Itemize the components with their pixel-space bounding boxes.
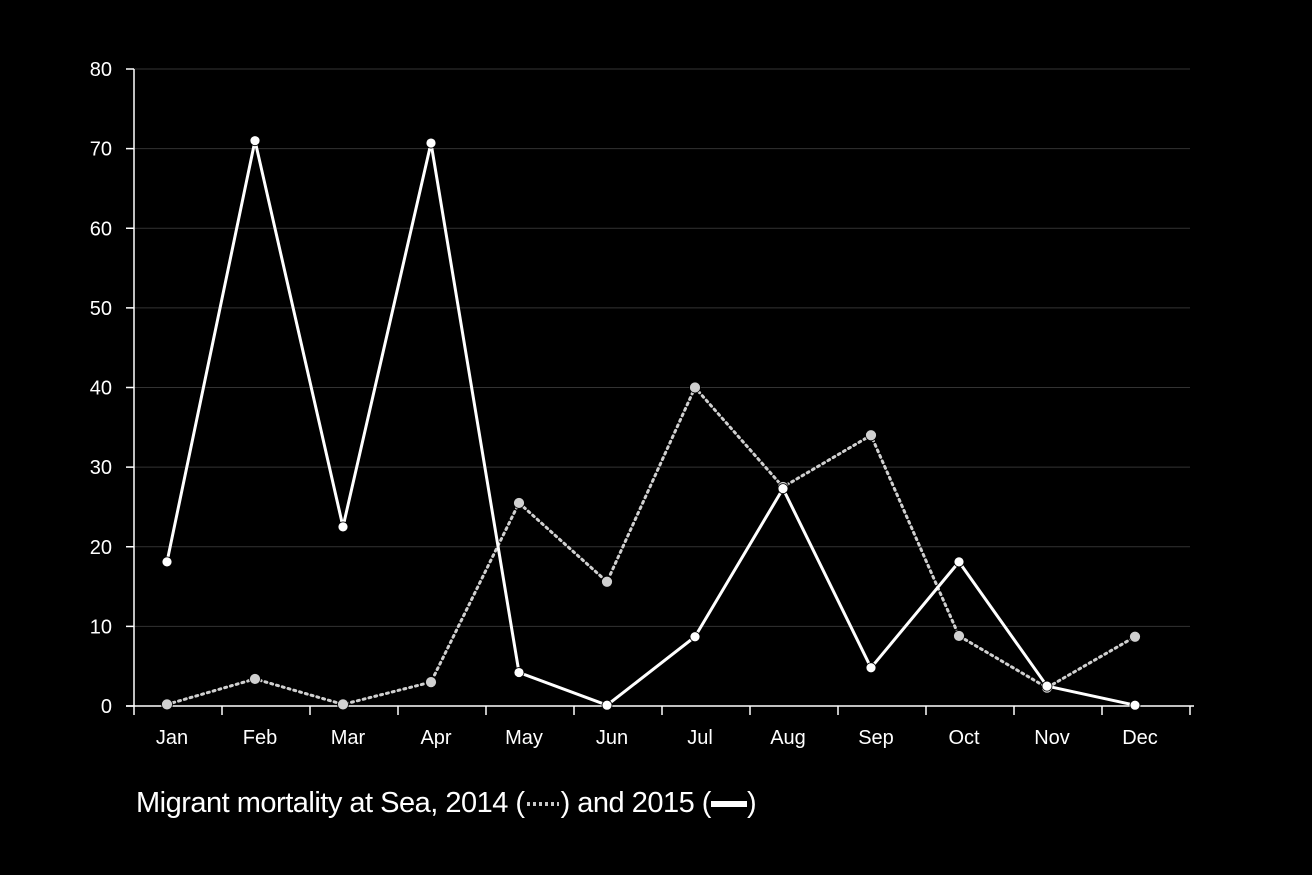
y-tick-label: 60	[90, 218, 112, 240]
data-point-2014	[425, 676, 437, 689]
data-point-2015	[601, 699, 613, 711]
series-2015	[161, 135, 1141, 711]
caption-prefix: Migrant mortality at Sea, 2014 (	[136, 787, 525, 819]
y-tick-label: 10	[90, 616, 112, 638]
tick-labels: 0 10 20 30 40 50 60 70 80 Jan Feb Mar Apr May Jun Jul Au…	[90, 59, 1158, 749]
data-point-2015	[1041, 680, 1053, 692]
data-point-2014	[337, 698, 349, 711]
x-tick-label: Jul	[687, 727, 713, 749]
data-point-2015	[513, 667, 525, 678]
y-tick-label: 30	[90, 457, 112, 479]
x-tick-label: Mar	[331, 727, 366, 749]
x-tick-label: Apr	[420, 727, 451, 749]
y-tick-label: 80	[90, 59, 112, 81]
caption-suffix: )	[746, 787, 757, 819]
x-tick-label: Sep	[858, 727, 894, 749]
data-point-2014	[513, 497, 525, 509]
x-tick-label: May	[505, 727, 543, 749]
data-point-2015	[249, 135, 261, 147]
data-point-2015	[161, 556, 173, 568]
caption-middle: ) and 2015 (	[560, 787, 712, 819]
data-point-2014	[953, 630, 965, 642]
data-point-2015	[865, 662, 877, 674]
x-tick-label: Aug	[770, 727, 806, 749]
legend-swatch-2014	[526, 801, 559, 806]
x-tick-label: Oct	[948, 727, 980, 749]
data-point-2015	[777, 483, 789, 495]
data-point-2014	[865, 429, 877, 442]
series-line-2014	[165, 384, 1137, 706]
chart-caption: Migrant mortality at Sea, 2014 ( ) and 2…	[136, 787, 757, 820]
legend-swatch-2015	[710, 800, 747, 807]
data-point-2014	[601, 575, 613, 588]
y-tick-label: 0	[101, 696, 112, 718]
x-tick-label: Nov	[1034, 727, 1070, 749]
data-point-2015	[953, 556, 965, 568]
data-point-2015	[689, 631, 701, 643]
x-tick-label: Dec	[1122, 727, 1158, 749]
data-point-2015	[337, 521, 349, 533]
data-point-2014	[1129, 630, 1141, 643]
x-tick-label: Feb	[243, 727, 277, 749]
series-line-2015	[165, 140, 1136, 707]
data-point-2015	[425, 137, 437, 149]
y-tick-label: 50	[90, 298, 112, 320]
data-point-2014	[249, 673, 261, 685]
grid-lines	[134, 68, 1190, 627]
data-point-2015	[1129, 699, 1141, 711]
data-point-2014	[161, 698, 173, 711]
axes	[126, 68, 1194, 715]
series-group	[161, 135, 1141, 711]
y-tick-label: 70	[90, 139, 112, 161]
x-tick-label: Jun	[596, 727, 628, 749]
y-tick-label: 20	[90, 537, 112, 559]
y-tick-label: 40	[90, 378, 112, 400]
data-point-2014	[689, 381, 701, 394]
x-tick-label: Jan	[156, 727, 188, 749]
series-2014	[161, 381, 1141, 711]
